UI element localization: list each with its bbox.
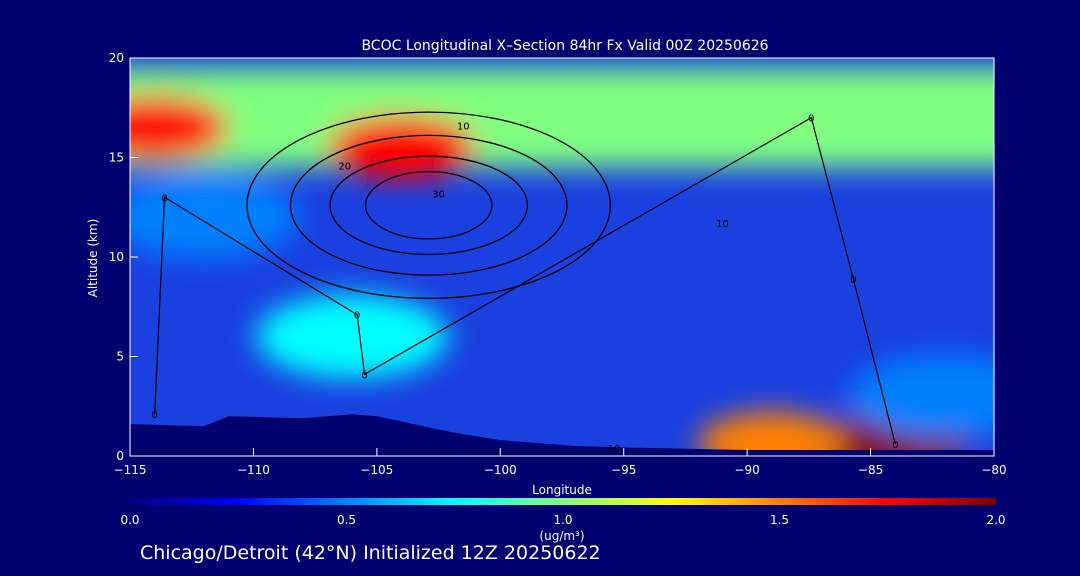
contour-line	[329, 155, 529, 256]
contour-label: 0	[354, 311, 360, 322]
contour-label: 0	[361, 370, 367, 381]
contour-line	[246, 111, 612, 300]
contour-label: 10	[716, 219, 729, 230]
y-tick-label: 15	[109, 151, 124, 165]
colorbar-tick-label: 1.5	[770, 513, 789, 527]
colorbar	[130, 498, 996, 505]
terrain-shading	[130, 414, 994, 456]
x-tick-label: −110	[237, 463, 270, 477]
colorbar-tick-label: 0.5	[337, 513, 356, 527]
field-feature	[327, 115, 476, 180]
y-axis-label: Altitude (km)	[86, 219, 100, 298]
plot-area	[130, 58, 994, 456]
field-feature	[848, 354, 994, 439]
contour-label: 0	[161, 193, 167, 204]
x-tick-label: −100	[484, 463, 517, 477]
field-feature	[130, 67, 994, 168]
contour-label: 0	[850, 275, 856, 286]
field-feature	[130, 175, 301, 260]
colorbar-tick-label: 2.0	[986, 513, 1005, 527]
contour-label: 0	[892, 440, 898, 451]
contour-label: 0	[808, 114, 814, 125]
x-axis: −115 −110 −105 −100 −95 −90 −85 −80	[114, 448, 1007, 477]
x-tick-label: −115	[114, 463, 147, 477]
y-axis: 0 5 10 15 20	[109, 51, 138, 463]
x-tick-label: −105	[360, 463, 393, 477]
x-tick-label: −80	[981, 463, 1006, 477]
contour-line	[154, 116, 896, 445]
x-tick-label: −90	[734, 463, 759, 477]
x-axis-label: Longitude	[532, 483, 592, 497]
contour-label: 30	[432, 189, 445, 200]
colorbar-tick-label: 1.0	[553, 513, 572, 527]
x-tick-label: −85	[858, 463, 883, 477]
contour-line	[364, 170, 493, 240]
y-tick-label: 20	[109, 51, 124, 65]
contour-label: 20	[338, 161, 351, 172]
colorbar-ticks: 0.0 0.5 1.0 1.5 2.0	[120, 513, 1005, 527]
field-feature	[698, 411, 846, 456]
contour-label: 10	[457, 122, 470, 133]
y-tick-label: 5	[116, 350, 124, 364]
field-feature	[256, 294, 449, 379]
colorbar-tick-label: 0.0	[120, 513, 139, 527]
footer-caption: Chicago/Detroit (42°N) Initialized 12Z 2…	[140, 542, 601, 564]
colorbar-unit-label: (ug/m³)	[539, 529, 584, 543]
contour-label: 10	[607, 444, 620, 455]
field-feature	[130, 95, 229, 160]
chart-title: BCOC Longitudinal X–Section 84hr Fx Vali…	[361, 38, 768, 54]
y-tick-label: 0	[116, 449, 124, 463]
y-tick-label: 10	[109, 250, 124, 264]
contour-line	[289, 134, 568, 276]
x-tick-label: −95	[611, 463, 636, 477]
contour-label: 0	[151, 410, 157, 421]
